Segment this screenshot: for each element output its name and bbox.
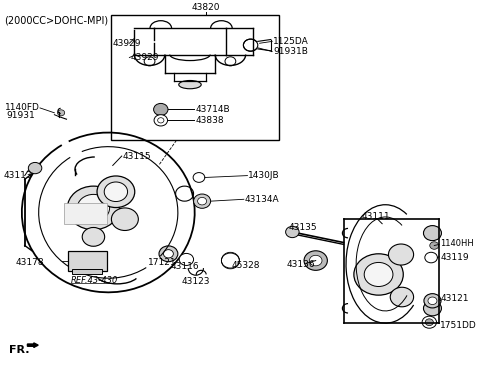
Circle shape xyxy=(77,195,109,221)
Circle shape xyxy=(225,57,236,66)
Ellipse shape xyxy=(179,80,201,89)
Circle shape xyxy=(424,294,441,308)
Text: 43111: 43111 xyxy=(362,212,391,221)
Circle shape xyxy=(193,173,205,182)
Circle shape xyxy=(430,242,439,249)
Circle shape xyxy=(154,115,168,126)
Circle shape xyxy=(104,182,128,201)
Circle shape xyxy=(422,316,436,328)
Text: 91931: 91931 xyxy=(7,111,36,120)
Polygon shape xyxy=(27,343,38,347)
Text: REF.43-430: REF.43-430 xyxy=(71,277,119,285)
Circle shape xyxy=(82,228,105,246)
Circle shape xyxy=(157,118,164,123)
Circle shape xyxy=(286,226,299,237)
Circle shape xyxy=(423,226,442,241)
Bar xyxy=(64,203,107,224)
Text: (2000CC>DOHC-MPI): (2000CC>DOHC-MPI) xyxy=(4,15,108,25)
Circle shape xyxy=(304,251,327,270)
Circle shape xyxy=(67,186,120,230)
Circle shape xyxy=(198,197,206,205)
Circle shape xyxy=(193,194,211,208)
Circle shape xyxy=(425,252,437,263)
Text: 43116: 43116 xyxy=(170,262,199,271)
Circle shape xyxy=(243,39,258,51)
Text: 43178: 43178 xyxy=(15,257,44,267)
Circle shape xyxy=(154,103,168,115)
Circle shape xyxy=(144,57,155,66)
Text: 43121: 43121 xyxy=(440,295,468,303)
Circle shape xyxy=(310,255,322,266)
Text: 43929: 43929 xyxy=(113,39,141,48)
Text: 17121: 17121 xyxy=(148,257,177,267)
Text: 43115: 43115 xyxy=(122,152,151,160)
Text: 1140HH: 1140HH xyxy=(440,239,474,248)
Circle shape xyxy=(364,262,393,286)
Circle shape xyxy=(390,287,414,307)
Circle shape xyxy=(221,253,240,268)
Text: 91931B: 91931B xyxy=(273,47,308,56)
Circle shape xyxy=(179,254,193,265)
Circle shape xyxy=(428,297,437,304)
Circle shape xyxy=(425,319,433,326)
Circle shape xyxy=(58,110,65,116)
Circle shape xyxy=(423,301,442,316)
Circle shape xyxy=(164,250,173,258)
Circle shape xyxy=(28,162,42,174)
Text: 1430JB: 1430JB xyxy=(248,171,280,180)
Circle shape xyxy=(97,176,135,208)
Text: 43820: 43820 xyxy=(192,3,220,12)
Bar xyxy=(72,269,102,274)
Circle shape xyxy=(111,208,138,231)
Text: 43929: 43929 xyxy=(131,53,159,62)
Text: 43119: 43119 xyxy=(440,253,468,262)
Bar xyxy=(110,15,279,140)
Circle shape xyxy=(159,246,178,262)
Text: 43714B: 43714B xyxy=(195,105,230,114)
Text: 43838: 43838 xyxy=(195,116,224,125)
Text: 45328: 45328 xyxy=(232,261,260,270)
Text: 43136: 43136 xyxy=(287,260,315,269)
Circle shape xyxy=(388,244,414,265)
Text: 1125DA: 1125DA xyxy=(273,37,309,46)
Text: 43123: 43123 xyxy=(181,277,210,286)
Text: 1751DD: 1751DD xyxy=(440,321,477,330)
Text: FR.: FR. xyxy=(10,345,30,355)
Circle shape xyxy=(354,254,403,295)
Text: 43113: 43113 xyxy=(4,171,32,180)
Bar xyxy=(68,251,108,272)
Text: 43135: 43135 xyxy=(289,223,317,232)
Text: 43134A: 43134A xyxy=(245,195,279,204)
Text: 1140FD: 1140FD xyxy=(5,103,40,113)
